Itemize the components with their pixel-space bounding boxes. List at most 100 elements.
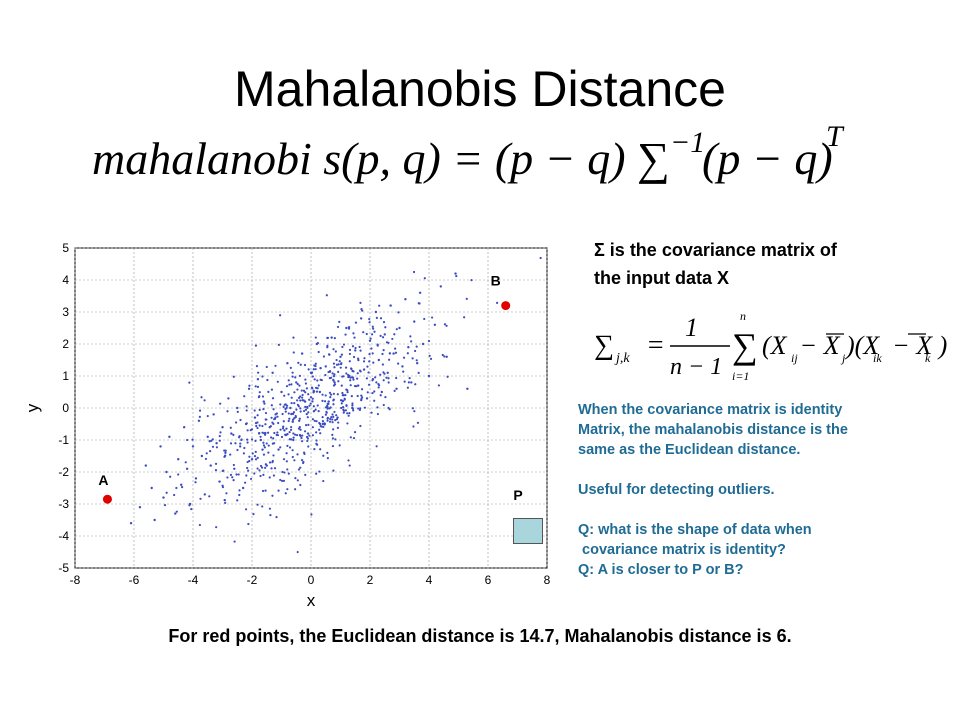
data-point <box>382 379 385 382</box>
cov-sub-ij: ij <box>791 351 798 365</box>
data-point <box>287 419 290 423</box>
data-point <box>150 486 153 490</box>
data-point <box>306 437 310 440</box>
data-point <box>352 332 355 335</box>
y-tick-label: 2 <box>62 337 69 351</box>
highlight-label-a: A <box>98 472 108 488</box>
cov-sub-j: j <box>840 351 846 365</box>
data-point <box>223 499 226 502</box>
data-point <box>296 388 299 391</box>
data-point <box>441 353 444 357</box>
data-point <box>356 357 360 360</box>
data-point <box>129 522 133 525</box>
data-point <box>348 352 351 356</box>
data-point <box>244 508 248 511</box>
data-point <box>338 320 341 323</box>
data-point <box>347 327 351 330</box>
data-point <box>340 353 344 356</box>
data-point <box>245 405 248 408</box>
data-point <box>412 425 415 428</box>
data-point <box>341 399 345 403</box>
data-point <box>353 384 357 388</box>
y-tick-label: -3 <box>58 497 69 511</box>
data-point <box>287 412 290 415</box>
data-point <box>221 484 224 487</box>
data-point <box>391 337 394 341</box>
note-line: Matrix, the mahalanobis distance is the <box>578 422 848 438</box>
data-point <box>365 332 368 336</box>
data-point <box>291 455 294 459</box>
data-point <box>376 412 380 416</box>
data-point <box>302 399 305 402</box>
data-point <box>377 382 380 386</box>
data-point <box>373 390 376 393</box>
data-point <box>191 445 195 448</box>
data-point <box>299 428 302 431</box>
data-point <box>279 446 282 449</box>
data-point <box>289 428 293 431</box>
data-point <box>415 345 418 348</box>
data-point <box>356 394 359 398</box>
data-point <box>332 348 335 351</box>
data-point <box>387 406 390 410</box>
data-point <box>347 326 351 329</box>
data-point <box>215 526 218 529</box>
data-point <box>331 437 335 440</box>
data-point <box>300 436 303 440</box>
data-point <box>353 336 356 339</box>
data-point <box>362 331 365 334</box>
data-point <box>256 467 259 470</box>
data-point <box>381 363 384 366</box>
data-point <box>259 435 262 438</box>
data-point <box>329 417 332 421</box>
data-point <box>470 278 473 282</box>
data-point <box>269 436 273 439</box>
data-point <box>352 355 356 359</box>
data-point <box>277 489 280 492</box>
data-point <box>311 400 314 403</box>
data-point <box>225 492 228 495</box>
point-p-label: P <box>513 487 522 503</box>
data-point <box>270 404 273 407</box>
data-point <box>307 393 310 396</box>
data-point <box>243 446 246 450</box>
data-point <box>443 323 447 326</box>
cov-numerator: 1 <box>685 313 698 342</box>
data-point <box>347 373 350 377</box>
data-point <box>299 407 302 410</box>
data-point <box>191 438 194 441</box>
data-point <box>339 355 342 358</box>
data-point <box>302 461 305 465</box>
data-point <box>247 522 250 526</box>
data-point <box>231 476 234 479</box>
data-point <box>276 431 279 434</box>
data-point <box>344 366 348 369</box>
data-point <box>365 377 368 380</box>
data-point <box>321 399 324 403</box>
data-point <box>363 357 366 360</box>
data-point <box>406 352 409 355</box>
data-point <box>255 424 258 428</box>
data-point <box>337 380 340 383</box>
data-point <box>303 430 307 433</box>
data-point <box>348 464 351 467</box>
data-point <box>299 466 302 469</box>
data-point <box>368 360 371 363</box>
data-point <box>268 507 271 510</box>
data-point <box>242 452 246 455</box>
data-point <box>315 431 318 434</box>
data-point <box>389 304 392 307</box>
x-tick-label: 6 <box>485 573 492 587</box>
data-point <box>273 431 276 435</box>
data-point <box>321 393 324 396</box>
data-point <box>409 335 412 338</box>
data-point <box>348 411 351 415</box>
data-point <box>374 310 378 314</box>
data-point <box>370 411 373 414</box>
data-point <box>251 452 254 455</box>
data-point <box>194 477 198 480</box>
data-point <box>181 486 184 489</box>
data-point <box>335 358 338 362</box>
data-point <box>169 475 172 478</box>
data-point <box>246 441 249 444</box>
